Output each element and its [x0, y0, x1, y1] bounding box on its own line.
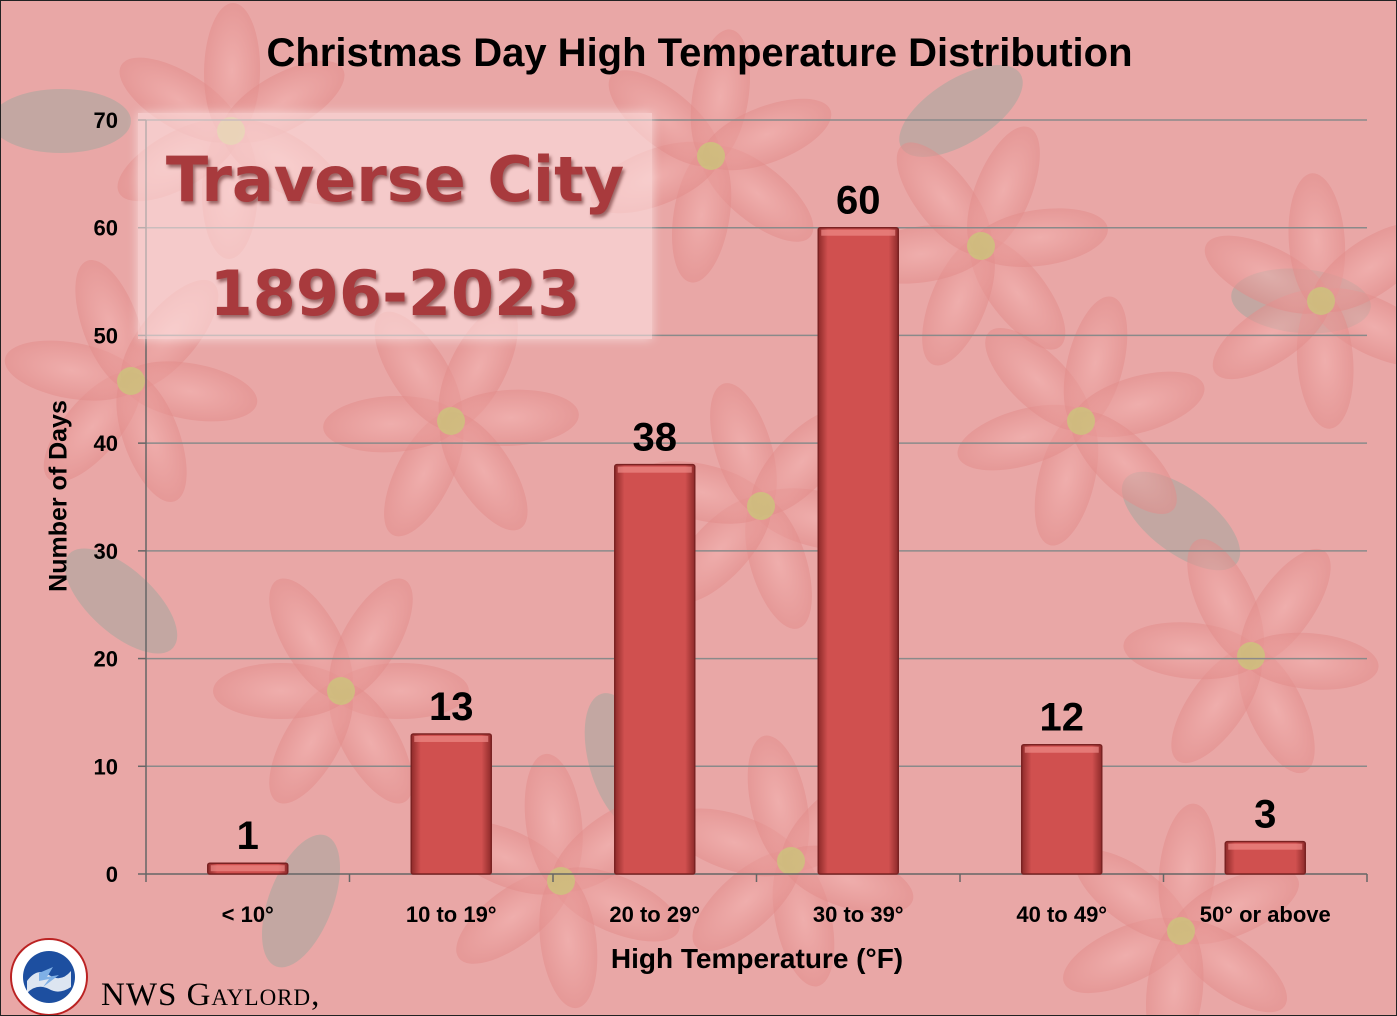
credit-text: NWS Gaylord,	[101, 977, 321, 1013]
flower-center	[1307, 287, 1335, 315]
petal-shape	[668, 808, 800, 877]
petal-shape	[269, 682, 353, 804]
petal-shape	[1171, 647, 1262, 764]
petal-shape	[552, 867, 680, 942]
petal-shape	[1204, 235, 1330, 314]
y-axis-label: Number of Days	[44, 400, 73, 592]
flower-center	[1067, 407, 1095, 435]
bar-highlight	[210, 865, 285, 872]
bar	[1224, 840, 1306, 875]
y-tick-label: 50	[94, 323, 118, 348]
petal-shape	[782, 845, 914, 914]
station-label-box: Traverse City 1896-2023	[138, 113, 652, 339]
flower-center	[777, 847, 805, 875]
y-tick-label: 40	[94, 431, 118, 456]
leaf-shape	[261, 834, 341, 968]
bar-highlight	[1024, 746, 1099, 753]
y-tick-label: 60	[94, 216, 118, 241]
bar	[1021, 743, 1103, 875]
bar	[410, 733, 492, 875]
x-tick-label: 50° or above	[1200, 902, 1331, 927]
data-label: 38	[633, 416, 678, 460]
data-label: 12	[1040, 696, 1085, 740]
x-tick-label: < 10°	[222, 902, 274, 927]
data-label: 3	[1254, 793, 1276, 837]
petal-shape	[1071, 411, 1177, 515]
bar-highlight	[1228, 843, 1303, 850]
flower-center	[327, 677, 355, 705]
flower-center	[1237, 642, 1265, 670]
nws-logo-icon	[10, 938, 88, 1015]
petal-shape	[1172, 920, 1287, 1013]
bar-highlight	[821, 229, 896, 236]
petal-shape	[1075, 849, 1190, 942]
y-tick-label: 70	[94, 108, 118, 133]
flower-center	[117, 367, 145, 395]
data-label: 13	[429, 685, 474, 729]
bar	[614, 463, 696, 875]
petal-shape	[1145, 922, 1204, 1015]
petal-shape	[1240, 548, 1331, 665]
x-axis-label: High Temperature (°F)	[610, 943, 904, 974]
petal-shape	[439, 412, 528, 531]
petal-shape	[116, 372, 187, 502]
x-tick-label: 10 to 19°	[406, 902, 497, 927]
y-tick-label: 20	[94, 647, 118, 672]
leaf-shape	[1, 89, 131, 153]
y-tick-label: 10	[94, 754, 118, 779]
petal-shape	[1312, 222, 1396, 312]
y-tick-label: 30	[94, 539, 118, 564]
petal-shape	[329, 578, 413, 700]
flower-center	[697, 142, 725, 170]
station-name: Traverse City	[165, 143, 625, 216]
petal-shape	[1242, 632, 1379, 690]
flower-center	[437, 407, 465, 435]
flower-center	[1167, 917, 1195, 945]
bar-highlight	[617, 466, 692, 473]
period-of-record: 1896-2023	[209, 257, 581, 330]
petal-shape	[608, 70, 721, 167]
petal-shape	[985, 327, 1091, 431]
data-label: 1	[237, 814, 259, 858]
data-label: 60	[836, 179, 881, 223]
bar	[817, 226, 899, 875]
petal-shape	[967, 126, 1040, 255]
y-tick-label: 0	[106, 862, 118, 887]
petal-shape	[922, 237, 995, 366]
leaf-shape	[64, 548, 178, 654]
x-tick-label: 40 to 49°	[1016, 902, 1107, 927]
leaf-shape	[899, 65, 1023, 157]
flower-center	[747, 492, 775, 520]
petal-shape	[702, 98, 832, 171]
petal-shape	[972, 208, 1108, 267]
x-tick-label: 20 to 29°	[609, 902, 700, 927]
chart-title: Christmas Day High Temperature Distribut…	[266, 31, 1133, 75]
bar-highlight	[414, 735, 489, 742]
petal-shape	[539, 872, 598, 1009]
x-tick-label: 30 to 39°	[813, 902, 904, 927]
flower-center	[967, 232, 995, 260]
